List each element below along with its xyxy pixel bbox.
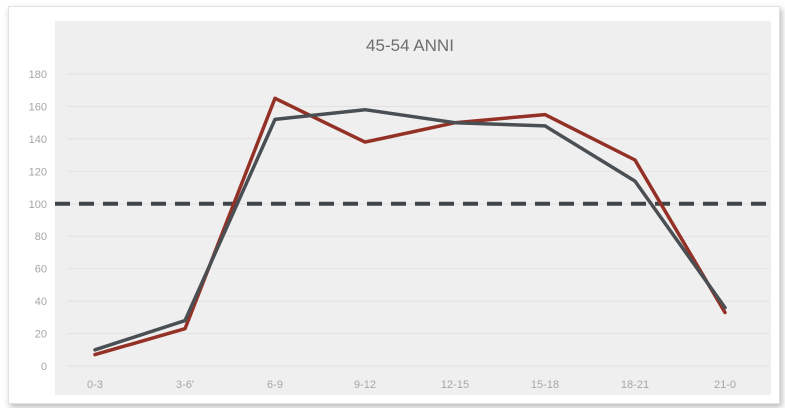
y-tick-label: 80 [35, 231, 47, 243]
x-tick-label: 9-12 [354, 379, 376, 391]
y-tick-label: 140 [29, 134, 47, 146]
y-tick-label: 180 [29, 69, 47, 81]
y-tick-label: 160 [29, 101, 47, 113]
x-tick-label: 18-21 [621, 379, 649, 391]
x-tick-label: 6-9 [267, 379, 283, 391]
x-tick-label: 0-3 [87, 379, 103, 391]
y-axis-ticks: 0 20 40 60 80 100 120 140 160 180 [29, 69, 47, 373]
y-tick-label: 20 [35, 329, 47, 341]
y-tick-label: 40 [35, 296, 47, 308]
series-line-2 [93, 107, 727, 352]
x-tick-label: 3-6' [176, 379, 194, 391]
y-tick-label: 120 [29, 166, 47, 178]
line-chart: 0 20 40 60 80 100 120 140 160 180 0-3 3-6' 6-9 9-12 1… [29, 21, 771, 395]
y-tick-label: 0 [41, 361, 47, 373]
y-tick-label: 100 [29, 199, 47, 211]
x-tick-label: 15-18 [531, 379, 559, 391]
chart-title: 45-54 ANNI [366, 36, 454, 55]
chart-container: 0 20 40 60 80 100 120 140 160 180 0-3 3-6' 6-9 9-12 1… [8, 6, 780, 404]
x-axis-ticks: 0-3 3-6' 6-9 9-12 12-15 15-18 18-21 21-0 [87, 379, 736, 391]
series-lines [93, 96, 727, 357]
x-tick-label: 12-15 [441, 379, 469, 391]
y-tick-label: 60 [35, 264, 47, 276]
x-tick-label: 21-0 [714, 379, 736, 391]
